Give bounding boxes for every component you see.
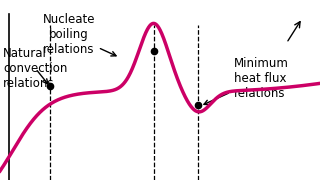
Text: Natural
convection
relations: Natural convection relations (3, 47, 68, 90)
Text: Minimum
heat flux
relations: Minimum heat flux relations (204, 57, 288, 105)
Text: Nucleate
boiling
relations: Nucleate boiling relations (43, 13, 116, 56)
